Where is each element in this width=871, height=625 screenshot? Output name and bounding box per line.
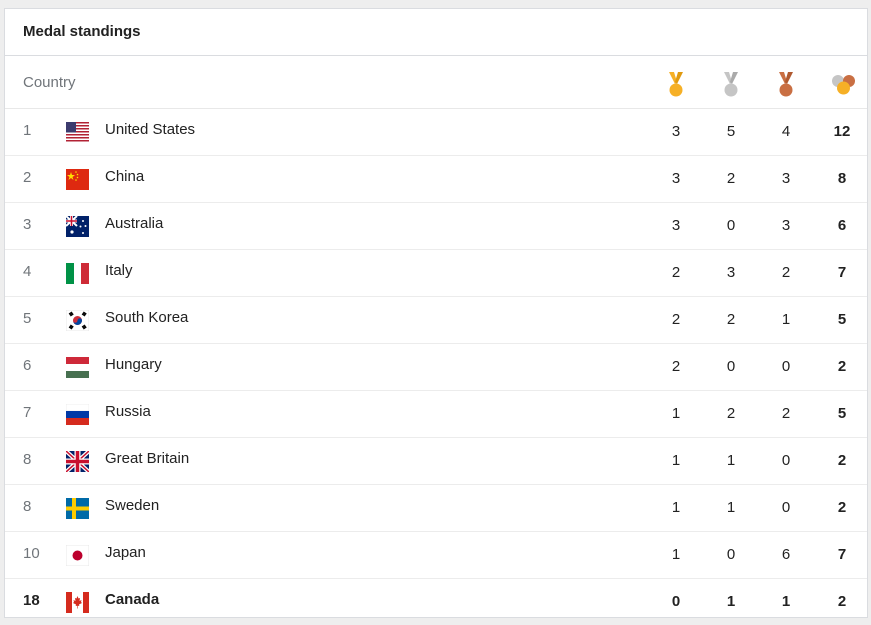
south-korea-flag-icon: [66, 310, 89, 331]
country-name: United States: [105, 121, 196, 138]
country-name: Australia: [105, 215, 164, 232]
gold-count: 1: [671, 546, 681, 563]
bronze-count: 1: [781, 311, 791, 328]
bronze-count: 1: [781, 593, 791, 610]
rank-cell: 1: [23, 122, 32, 139]
total-count: 5: [837, 311, 847, 328]
table-row[interactable]: 10 Japan 1 0 6 7: [5, 532, 867, 579]
rank-cell: 5: [23, 310, 32, 327]
gold-count: 1: [671, 452, 681, 469]
total-count: 2: [837, 593, 847, 610]
rank-cell: 7: [23, 404, 32, 421]
country-name: Hungary: [105, 356, 162, 373]
canada-flag-icon: [66, 592, 89, 613]
silver-count: 2: [726, 405, 736, 422]
gold-count: 1: [671, 405, 681, 422]
country-name: Great Britain: [105, 450, 190, 467]
total-count: 7: [837, 264, 847, 281]
rank-cell: 4: [23, 263, 32, 280]
total-count: 6: [837, 217, 847, 234]
medal-standings-card: Medal standings Country 1 United States 3 5…: [4, 8, 868, 618]
italy-flag-icon: [66, 263, 89, 284]
gold-count: 2: [671, 264, 681, 281]
total-count: 12: [833, 123, 851, 140]
gold-count: 3: [671, 123, 681, 140]
country-name: Canada: [105, 591, 160, 608]
gold-count: 3: [671, 217, 681, 234]
table-row[interactable]: 1 United States 3 5 4 12: [5, 109, 867, 156]
table-row[interactable]: 18 Canada 0 1 1 2: [5, 579, 867, 625]
silver-count: 2: [726, 311, 736, 328]
silver-count: 5: [726, 123, 736, 140]
silver-count: 0: [726, 546, 736, 563]
bronze-count: 3: [781, 217, 791, 234]
country-name: Japan: [105, 544, 146, 561]
total-count: 2: [837, 499, 847, 516]
country-column-header: Country: [23, 74, 76, 91]
table-header: Country: [5, 56, 867, 109]
china-flag-icon: [66, 169, 89, 190]
rank-cell: 3: [23, 216, 32, 233]
total-count: 5: [837, 405, 847, 422]
total-count: 8: [837, 170, 847, 187]
gold-medal-icon: [669, 72, 683, 97]
sweden-flag-icon: [66, 498, 89, 519]
gold-count: 3: [671, 170, 681, 187]
table-row[interactable]: 4 Italy 2 3 2 7: [5, 250, 867, 297]
rank-cell: 10: [23, 545, 40, 562]
table-row[interactable]: 6 Hungary 2 0 0 2: [5, 344, 867, 391]
total-medals-icon: [832, 75, 855, 95]
great-britain-flag-icon: [66, 451, 89, 472]
silver-count: 2: [726, 170, 736, 187]
table-row[interactable]: 8 Great Britain 1 1 0 2: [5, 438, 867, 485]
standings-table-body: 1 United States 3 5 4 12 2 China 3 2 3 8 3 Australia 3…: [5, 109, 867, 625]
bronze-count: 3: [781, 170, 791, 187]
bronze-count: 0: [781, 452, 791, 469]
total-count: 2: [837, 358, 847, 375]
country-name: Italy: [105, 262, 133, 279]
silver-count: 0: [726, 217, 736, 234]
silver-medal-icon: [724, 72, 738, 97]
country-name: Sweden: [105, 497, 160, 514]
gold-count: 1: [671, 499, 681, 516]
gold-count: 2: [671, 358, 681, 375]
country-name: China: [105, 168, 145, 185]
total-count: 7: [837, 546, 847, 563]
hungary-flag-icon: [66, 357, 89, 378]
silver-count: 1: [726, 452, 736, 469]
rank-cell: 6: [23, 357, 32, 374]
silver-count: 1: [726, 499, 736, 516]
gold-count: 2: [671, 311, 681, 328]
country-name: Russia: [105, 403, 151, 420]
rank-cell: 8: [23, 498, 32, 515]
bronze-count: 2: [781, 405, 791, 422]
country-name: South Korea: [105, 309, 189, 326]
table-row[interactable]: 5 South Korea 2 2 1 5: [5, 297, 867, 344]
table-row[interactable]: 8 Sweden 1 1 0 2: [5, 485, 867, 532]
russia-flag-icon: [66, 404, 89, 425]
table-row[interactable]: 3 Australia 3 0 3 6: [5, 203, 867, 250]
bronze-count: 4: [781, 123, 791, 140]
rank-cell: 2: [23, 169, 32, 186]
silver-count: 0: [726, 358, 736, 375]
rank-cell: 18: [23, 592, 40, 609]
australia-flag-icon: [66, 216, 89, 237]
us-flag-icon: [66, 122, 89, 143]
gold-count: 0: [671, 593, 681, 610]
bronze-count: 0: [781, 358, 791, 375]
total-count: 2: [837, 452, 847, 469]
table-row[interactable]: 7 Russia 1 2 2 5: [5, 391, 867, 438]
japan-flag-icon: [66, 545, 89, 566]
bronze-medal-icon: [779, 72, 793, 97]
table-row[interactable]: 2 China 3 2 3 8: [5, 156, 867, 203]
silver-count: 1: [726, 593, 736, 610]
bronze-count: 2: [781, 264, 791, 281]
card-title: Medal standings: [5, 9, 867, 56]
silver-count: 3: [726, 264, 736, 281]
bronze-count: 6: [781, 546, 791, 563]
rank-cell: 8: [23, 451, 32, 468]
bronze-count: 0: [781, 499, 791, 516]
